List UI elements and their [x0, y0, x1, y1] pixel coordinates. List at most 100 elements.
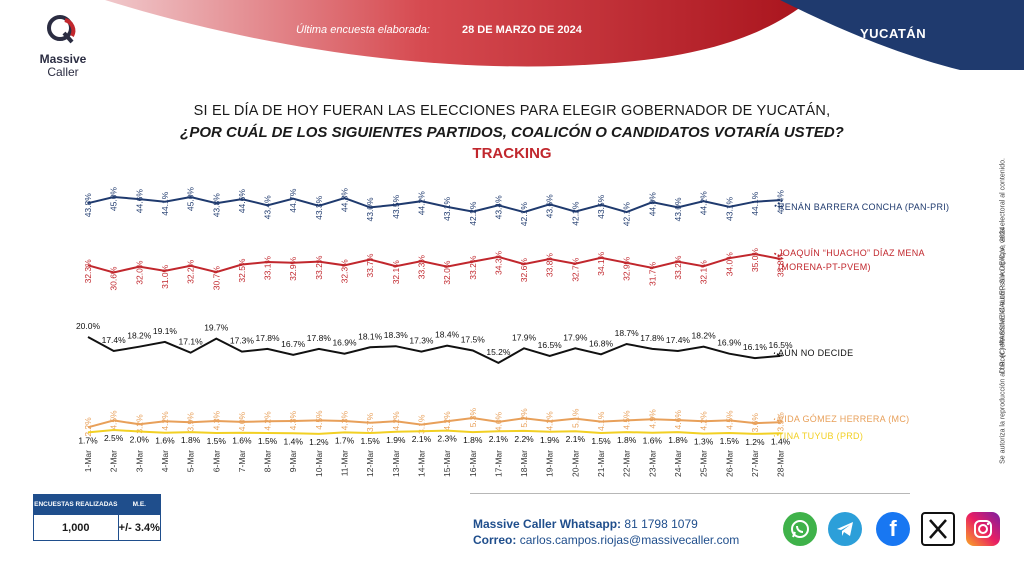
facebook-icon[interactable]: f: [876, 512, 910, 546]
data-label: 1.3%: [694, 437, 714, 447]
email-link[interactable]: carlos.campos.riojas@massivecaller.com: [519, 533, 740, 547]
x-tick-label: 11-Mar: [340, 450, 350, 476]
x-tick-label: 18-Mar: [519, 450, 529, 477]
data-label: 32.9%: [288, 256, 298, 281]
whatsapp-number[interactable]: 81 1798 1079: [624, 517, 698, 531]
margin-error-header: M.E.: [117, 494, 162, 515]
data-label: 44.8%: [340, 188, 350, 213]
data-label: 42.2%: [570, 201, 580, 226]
legend-connector-3: [773, 418, 783, 423]
data-label: 1.9%: [540, 435, 560, 445]
data-label: 35.0%: [750, 248, 760, 273]
data-label: 16.9%: [717, 338, 742, 348]
data-label: 1.4%: [771, 436, 791, 446]
data-label: 32.6%: [519, 258, 529, 283]
data-label: 44.7%: [288, 188, 298, 213]
data-label: 44.6%: [134, 189, 144, 214]
data-label: 5.3%: [468, 408, 478, 428]
x-tick-label: 14-Mar: [416, 450, 426, 477]
data-label: 4.2%: [442, 411, 452, 431]
tracking-title: TRACKING: [472, 145, 552, 162]
data-label: 20.0%: [76, 321, 101, 331]
data-label: 33.2%: [314, 255, 324, 280]
series-line-2: [87, 336, 781, 365]
data-label: 2.1%: [489, 434, 509, 444]
data-label: 1.8%: [463, 435, 483, 445]
instagram-icon[interactable]: [966, 512, 1000, 546]
legend-connector-4: [773, 432, 783, 437]
data-label: 16.8%: [589, 338, 614, 348]
data-label: 16.7%: [281, 339, 306, 349]
x-tick-label: 4-Mar: [160, 450, 170, 472]
data-label: 1.4%: [284, 436, 304, 446]
data-label: 1.6%: [232, 436, 252, 446]
data-label: 1.5%: [360, 436, 380, 446]
data-label: 4.2%: [699, 411, 709, 431]
legend-label-1: JOAQUÍN “HUACHO” DÍAZ MENA: [778, 248, 925, 258]
data-label: 16.5%: [768, 340, 793, 350]
data-label: 17.4%: [666, 335, 691, 345]
data-label: 30.7%: [211, 266, 221, 291]
data-label: 18.3%: [384, 330, 409, 340]
data-label: 15.2%: [486, 347, 511, 357]
data-label: 2.2%: [514, 434, 534, 444]
data-label: 30.6%: [109, 266, 119, 291]
data-label: 33.8%: [776, 253, 786, 278]
data-label: 42.1%: [622, 202, 632, 227]
data-label: 2.5%: [104, 433, 124, 443]
data-label: 2.2%: [83, 417, 93, 437]
data-label: 18.7%: [615, 328, 640, 338]
series-line-0: [87, 195, 781, 214]
series-line-3: [87, 416, 781, 429]
x-tick-label: 23-Mar: [647, 450, 657, 477]
x-icon[interactable]: [921, 512, 955, 546]
legend-connector-0: [773, 199, 784, 208]
whatsapp-icon[interactable]: [783, 512, 817, 546]
data-label: 17.9%: [563, 332, 588, 342]
data-label: 43.0%: [365, 197, 375, 222]
data-label: 42.1%: [519, 202, 529, 227]
x-tick-label: 19-Mar: [545, 450, 555, 477]
data-label: 17.8%: [307, 333, 332, 343]
massive-caller-logo: Massive Caller: [28, 12, 98, 80]
data-label: 1.2%: [745, 437, 765, 447]
data-label: 16.9%: [332, 338, 357, 348]
data-label: 4.0%: [493, 411, 503, 431]
data-label: 4.2%: [391, 411, 401, 431]
data-label: 32.1%: [699, 260, 709, 285]
sample-stats-table: ENCUESTAS REALIZADAS M.E. 1,000 +/- 3.4%: [33, 494, 162, 541]
data-label: 1.5%: [207, 436, 227, 446]
data-label: 1.7%: [335, 435, 355, 445]
data-label: 43.8%: [83, 193, 93, 218]
legend-label-1: (MORENA-PT-PVEM): [778, 262, 871, 272]
data-label: 44.1%: [750, 191, 760, 216]
data-label: 4.0%: [237, 411, 247, 431]
x-tick-label: 27-Mar: [750, 450, 760, 477]
x-tick-label: 26-Mar: [724, 450, 734, 477]
data-label: 4.9%: [647, 409, 657, 429]
data-label: 16.5%: [538, 340, 563, 350]
data-label: 17.9%: [512, 332, 537, 342]
x-tick-label: 13-Mar: [391, 450, 401, 477]
legend-label-4: TINA TUYUB (PRD): [778, 431, 863, 441]
data-label: 42.2%: [468, 201, 478, 226]
data-label: 32.1%: [391, 260, 401, 285]
data-label: 18.2%: [692, 331, 717, 341]
data-label: 34.3%: [493, 250, 503, 275]
data-label: 1.6%: [643, 436, 663, 446]
telegram-icon[interactable]: [828, 512, 862, 546]
data-label: 32.5%: [237, 258, 247, 283]
x-tick-label: 8-Mar: [263, 450, 273, 472]
data-label: 18.2%: [127, 331, 152, 341]
data-label: 43.0%: [673, 197, 683, 222]
data-label: 43.4%: [263, 195, 273, 220]
surveys-header: ENCUESTAS REALIZADAS: [33, 494, 119, 515]
question-line-1: SI EL DÍA DE HOY FUERAN LAS ELECCIONES P…: [193, 103, 831, 119]
data-label: 19.7%: [204, 323, 229, 333]
x-tick-label: 17-Mar: [493, 450, 503, 477]
data-label: 2.3%: [437, 434, 457, 444]
question-line-2: ¿POR CUÁL DE LOS SIGUIENTES PARTIDOS, CO…: [180, 124, 844, 141]
data-label: 1.7%: [78, 435, 98, 445]
data-label: 5.2%: [519, 408, 529, 428]
